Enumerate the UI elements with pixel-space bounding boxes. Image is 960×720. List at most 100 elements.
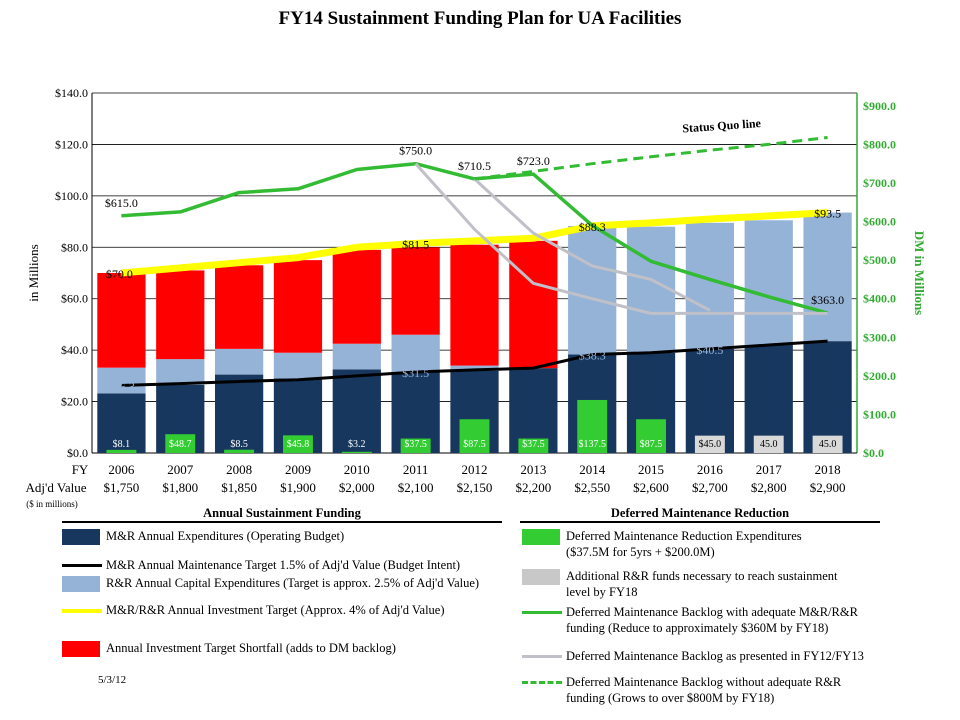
right-tick-label: $200.0 [863, 369, 896, 383]
legend-item-text: M&R Annual Maintenance Target 1.5% of Ad… [106, 558, 461, 572]
legend-item: R&R Annual Capital Expenditures (Target … [106, 575, 479, 591]
rr-capital-bar [273, 352, 323, 379]
shortfall-bar [450, 244, 499, 366]
dm-bar-value-label: $8.1 [113, 439, 131, 450]
legend-swatch [522, 529, 560, 545]
status-quo-label: Status Quo line [682, 116, 762, 136]
legend-left-heading: Annual Sustainment Funding [203, 506, 361, 520]
dm-bar-value-label: $45.8 [287, 439, 310, 450]
legend-item: M&R Annual Maintenance Target 1.5% of Ad… [106, 557, 460, 573]
mr-expenditure-bar [214, 374, 264, 453]
x-tick-adj-value: $2,700 [692, 480, 728, 495]
rr-capital-bar [450, 365, 499, 371]
x-tick-year: 2013 [520, 462, 546, 477]
dm-reduction-bar [518, 438, 549, 453]
x-tick-adj-value: $2,200 [515, 480, 551, 495]
legend-swatch [62, 529, 100, 545]
left-tick-label: $140.0 [55, 86, 88, 100]
dm-bar-value-label: $37.5 [522, 439, 545, 450]
x-tick-adj-value: $2,600 [633, 480, 669, 495]
legend-item-text: R&R Annual Capital Expenditures (Target … [106, 576, 480, 590]
dm-backlog-label: $710.5 [458, 159, 491, 173]
x-tick-adj-value: $1,850 [221, 480, 257, 495]
dm-presented-line [473, 177, 711, 312]
legend-right-rule [520, 521, 880, 523]
mr-expenditure-bar [332, 369, 381, 453]
x-row-label-fy: FY [72, 462, 89, 477]
dm-bar-value-label: $8.5 [230, 439, 248, 450]
shortfall-bar [273, 260, 323, 353]
x-tick-year: 2016 [697, 462, 724, 477]
shortfall-bar [214, 265, 264, 349]
rr-capital-bar [626, 226, 676, 353]
legend-left-rule [62, 521, 502, 523]
investment-target-label: $81.5 [402, 237, 429, 251]
x-tick-year: 2015 [638, 462, 664, 477]
left-tick-label: $20.0 [61, 395, 88, 409]
x-tick-year: 2006 [108, 462, 135, 477]
additional-rr-bar [812, 435, 843, 453]
right-axis-title: DM in Millions [912, 231, 927, 316]
legend-swatch [62, 576, 100, 592]
right-tick-label: $0.0 [863, 446, 884, 460]
dm-bar-value-label: $3.2 [348, 439, 366, 450]
chart-title: FY14 Sustainment Funding Plan for UA Fac… [278, 8, 682, 29]
x-tick-year: 2012 [462, 462, 488, 477]
x-tick-year: 2007 [167, 462, 194, 477]
right-tick-label: $900.0 [863, 99, 896, 113]
shortfall-bar [391, 247, 440, 335]
mr-target-label: $38.3 [579, 349, 606, 363]
dm-reduction-bar [400, 438, 431, 453]
x-tick-year: 2011 [403, 462, 429, 477]
x-tick-adj-value: $2,000 [339, 480, 375, 495]
legend-item: M&R Annual Expenditures (Operating Budge… [106, 528, 344, 544]
x-tick-year: 2010 [344, 462, 370, 477]
x-tick-adj-value: $1,750 [104, 480, 140, 495]
shortfall-bar [156, 270, 205, 360]
rr-capital-bar [156, 359, 205, 385]
x-row-label-units: ($ in millions) [26, 499, 78, 509]
legend-swatch [522, 681, 562, 684]
x-tick-year: 2008 [226, 462, 252, 477]
footer-date: 5/3/12 [98, 674, 127, 686]
x-tick-year: 2018 [815, 462, 841, 477]
x-tick-adj-value: $2,150 [457, 480, 493, 495]
legend-item-text: Deferred Maintenance Reduction Expenditu… [566, 529, 802, 543]
dm-reduction-bar [577, 399, 608, 453]
legend-item: Annual Investment Target Shortfall (adds… [106, 640, 396, 656]
legend-swatch [62, 564, 102, 567]
mr-target-label: $31.5 [402, 366, 429, 380]
dm-status-quo-line [474, 136, 828, 181]
dm-bar-value-label: $87.5 [463, 439, 486, 450]
left-tick-label: $120.0 [55, 137, 88, 151]
dm-reduction-bar [283, 435, 313, 453]
legend-swatch [62, 609, 102, 613]
legend-item: Deferred Maintenance Backlog as presente… [566, 648, 864, 664]
dm-reduction-bar [636, 419, 666, 453]
legend-item-text: M&R Annual Expenditures (Operating Budge… [106, 529, 345, 543]
dm-backlog-label: $615.0 [105, 196, 138, 210]
dm-reduction-bar [224, 449, 255, 453]
mr-target-label: $40.5 [696, 343, 723, 357]
x-tick-adj-value: $1,900 [280, 480, 316, 495]
mr-expenditure-bar [803, 341, 852, 453]
dm-bar-value-label: 45.0 [819, 439, 837, 450]
dm-reduction-bar [341, 451, 372, 453]
legend-item: Deferred Maintenance Reduction Expenditu… [566, 528, 802, 560]
x-tick-adj-value: $2,900 [810, 480, 846, 495]
left-tick-label: $60.0 [61, 292, 88, 306]
mr-target-line [121, 339, 828, 387]
legend-item: Deferred Maintenance Backlog with adequa… [566, 604, 858, 636]
legend-swatch [522, 569, 560, 585]
dm-backlog-label: $723.0 [517, 154, 550, 168]
mr-target-label: $26.3 [108, 379, 135, 393]
legend-item-text: ($37.5M for 5yrs + $200.0M) [566, 545, 715, 559]
additional-rr-bar [694, 435, 725, 453]
rr-capital-bar [391, 334, 440, 372]
legend-item: M&R/R&R Annual Investment Target (Approx… [106, 602, 445, 618]
shortfall-bar [509, 240, 558, 369]
legend-item-text: Deferred Maintenance Backlog without ade… [566, 675, 842, 689]
legend-item: Deferred Maintenance Backlog without ade… [566, 674, 841, 706]
rr-capital-bar [214, 348, 264, 375]
x-tick-adj-value: $2,550 [574, 480, 610, 495]
